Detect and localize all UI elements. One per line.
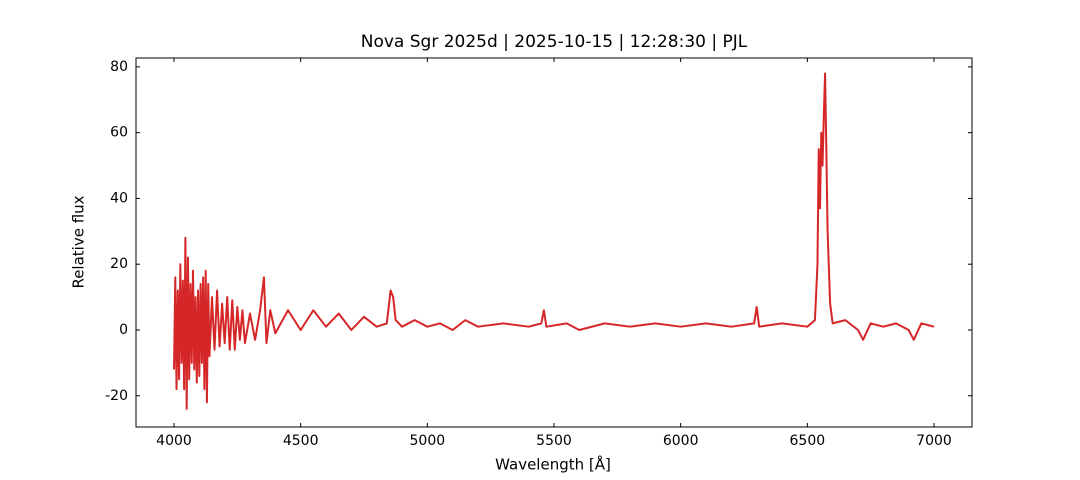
spectrum-line <box>173 72 935 410</box>
x-tick-label: 4500 <box>283 433 319 449</box>
plot-frame <box>135 57 973 428</box>
x-tick-label: 6000 <box>663 433 699 449</box>
x-axis-label: Wavelength [Å] <box>495 455 611 474</box>
x-tick-label: 7000 <box>916 433 952 449</box>
x-tick-label: 4000 <box>156 433 192 449</box>
y-tick-label: 20 <box>110 256 128 272</box>
y-tick-label: -20 <box>105 388 128 404</box>
y-tick-label: 60 <box>110 125 128 141</box>
x-tick-label: 5500 <box>536 433 572 449</box>
y-tick-label: 0 <box>119 322 128 338</box>
y-tick-label: 40 <box>110 190 128 206</box>
y-axis-label: Relative flux <box>70 195 88 288</box>
chart-title: Nova Sgr 2025d | 2025-10-15 | 12:28:30 |… <box>361 32 748 52</box>
x-tick-label: 5000 <box>410 433 446 449</box>
x-tick-label: 6500 <box>790 433 826 449</box>
y-tick-label: 80 <box>110 59 128 75</box>
